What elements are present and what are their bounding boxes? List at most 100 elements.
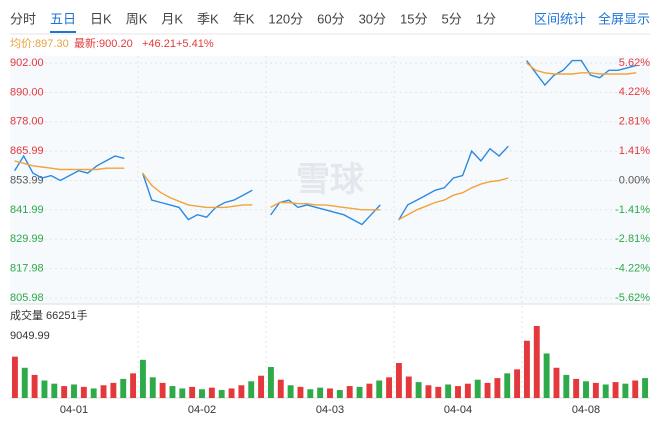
- volume-bar: [199, 389, 205, 398]
- volume-bar: [474, 379, 481, 398]
- y2-tick-label: 5.62%: [619, 57, 650, 69]
- tab[interactable]: 60分: [317, 11, 344, 26]
- volume-bar: [533, 326, 540, 398]
- x-tick-label: 04-04: [444, 404, 472, 416]
- volume-bar: [11, 356, 18, 398]
- y-tick-label: 829.99: [10, 233, 44, 245]
- volume-bar: [504, 373, 511, 398]
- y-tick-label: 9049.99: [10, 330, 50, 342]
- y2-tick-label: -1.41%: [615, 204, 650, 216]
- y-tick-label: 878.00: [10, 116, 44, 128]
- x-tick-label: 04-01: [60, 404, 88, 416]
- volume-bar: [514, 369, 521, 398]
- volume-bar: [258, 375, 265, 398]
- volume-bar: [376, 380, 383, 398]
- y-tick-label: 902.00: [10, 57, 44, 69]
- volume-bar: [61, 386, 68, 398]
- volume-bar: [267, 366, 274, 398]
- x-tick-label: 04-08: [572, 404, 600, 416]
- volume-bar: [218, 390, 225, 398]
- volume-bar: [573, 378, 580, 398]
- volume-bar: [189, 386, 196, 398]
- volume-bar: [287, 385, 294, 398]
- volume-bar: [51, 383, 58, 398]
- tab[interactable]: 月K: [161, 11, 183, 26]
- volume-bar: [642, 378, 649, 398]
- volume-bar: [563, 374, 570, 398]
- y2-tick-label: 1.41%: [619, 145, 650, 157]
- y-tick-label: 805.98: [10, 292, 44, 304]
- action-button[interactable]: 全屏显示: [598, 11, 650, 26]
- volume-bar: [120, 378, 127, 398]
- volume-bar: [543, 353, 550, 398]
- price-change: +46.21: [142, 38, 176, 50]
- volume-bar: [31, 374, 38, 398]
- volume-bar: [415, 382, 422, 398]
- volume-bar: [110, 382, 117, 398]
- volume-bar: [336, 390, 343, 398]
- x-tick-label: 04-03: [316, 404, 344, 416]
- volume-bar: [139, 359, 146, 398]
- volume-bar: [494, 378, 501, 398]
- volume-bar: [90, 388, 97, 398]
- volume-bar: [317, 387, 324, 398]
- tab[interactable]: 日K: [90, 11, 112, 26]
- tab[interactable]: 年K: [233, 11, 255, 26]
- volume-bar: [553, 367, 560, 398]
- volume-bar: [583, 381, 589, 398]
- average-price: 均价:897.30: [10, 37, 69, 50]
- volume-bar: [395, 362, 402, 398]
- watermark: 雪球: [296, 161, 365, 199]
- tab[interactable]: 分时: [10, 11, 36, 26]
- y2-tick-label: -4.22%: [615, 263, 650, 275]
- tab-underline: [50, 31, 77, 33]
- volume-bar: [228, 388, 235, 398]
- tab[interactable]: 五日: [50, 11, 76, 26]
- volume-bar: [149, 377, 156, 398]
- volume-bar: [366, 383, 373, 398]
- volume-bar: [602, 384, 609, 398]
- tab[interactable]: 30分: [359, 11, 386, 26]
- tab[interactable]: 季K: [197, 11, 219, 26]
- price-change-pct: +5.41%: [176, 38, 214, 50]
- volume-bar: [297, 386, 304, 398]
- volume-bar: [445, 384, 452, 398]
- tab[interactable]: 15分: [400, 11, 427, 26]
- y2-tick-label: 0.00%: [619, 174, 650, 186]
- tab[interactable]: 5分: [442, 11, 462, 26]
- y2-tick-label: 2.81%: [619, 116, 650, 128]
- volume-bar: [425, 385, 432, 398]
- volume-bar: [208, 387, 215, 398]
- tab[interactable]: 1分: [476, 11, 496, 26]
- volume-bar: [455, 386, 461, 398]
- x-tick-label: 04-02: [188, 404, 216, 416]
- volume-bar: [41, 380, 48, 398]
- tab[interactable]: 周K: [126, 11, 148, 26]
- volume-bar: [612, 382, 619, 398]
- volume-bar: [307, 389, 314, 398]
- tab[interactable]: 120分: [268, 11, 303, 26]
- price-line: [14, 62, 637, 221]
- y2-tick-label: 4.22%: [619, 86, 650, 98]
- volume-bar: [523, 340, 530, 398]
- volume-title: 成交量 66251手: [10, 308, 88, 322]
- volume-bar: [346, 386, 353, 398]
- y-tick-label: 890.00: [10, 86, 44, 98]
- action-button[interactable]: 区间统计: [534, 11, 586, 26]
- volume-bar: [100, 385, 107, 398]
- volume-bar: [238, 385, 245, 398]
- volume-bar: [71, 384, 77, 398]
- y2-tick-label: -2.81%: [615, 233, 650, 245]
- volume-bar: [169, 386, 176, 398]
- volume-bar: [435, 386, 442, 398]
- latest-price: 最新:900.20: [74, 36, 133, 50]
- volume-bar: [386, 377, 393, 398]
- volume-bar: [248, 381, 255, 398]
- y-tick-label: 865.99: [10, 145, 44, 157]
- price-line: [14, 59, 637, 226]
- volume-bar: [130, 373, 137, 398]
- volume-bar: [356, 386, 363, 398]
- volume-bar: [622, 383, 629, 398]
- volume-bar: [159, 382, 166, 398]
